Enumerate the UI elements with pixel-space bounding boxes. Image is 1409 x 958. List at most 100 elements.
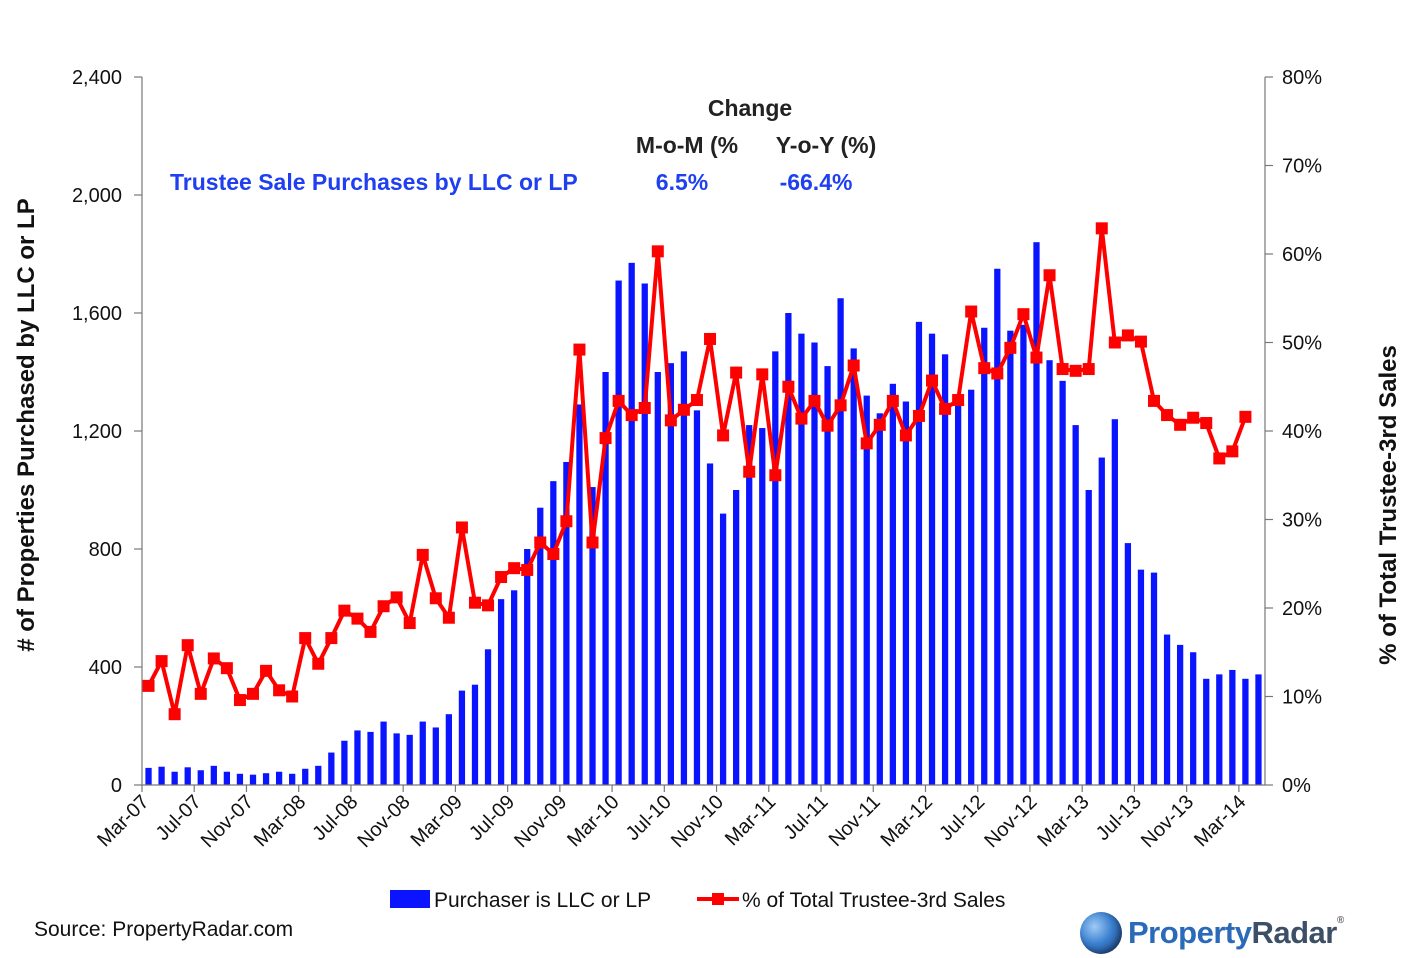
bar	[811, 342, 818, 785]
bar	[798, 333, 805, 785]
bar	[249, 774, 257, 785]
brand-trademark: ®	[1336, 915, 1344, 926]
bar	[445, 714, 453, 785]
bar	[1033, 242, 1040, 785]
pct-marker	[233, 694, 246, 707]
bar	[1111, 419, 1118, 785]
bar	[184, 767, 191, 785]
bar	[1020, 324, 1027, 785]
y-right-tick-label: 70%	[1282, 156, 1322, 178]
pct-marker	[207, 652, 220, 665]
bar	[393, 733, 400, 785]
bar	[1137, 569, 1145, 785]
pct-marker	[168, 708, 181, 721]
globe-logo-icon	[1080, 912, 1122, 954]
pct-marker	[403, 617, 416, 630]
pct-marker	[429, 592, 442, 605]
bar	[759, 428, 766, 785]
pct-marker	[142, 679, 155, 692]
annotation-header: Change	[708, 95, 792, 121]
pct-marker	[1121, 329, 1134, 342]
pct-marker	[1069, 364, 1082, 377]
x-tick-label: Nov-07	[197, 791, 258, 852]
bar	[158, 766, 165, 785]
y-right-tick-label: 60%	[1282, 244, 1322, 266]
y-left-tick-label: 2,400	[72, 67, 122, 89]
pct-marker	[560, 515, 573, 528]
bar	[602, 372, 609, 785]
bar	[289, 773, 296, 785]
source-note: Source: PropertyRadar.com	[34, 918, 294, 941]
x-tick-label: Mar-09	[407, 791, 467, 851]
pct-marker	[834, 399, 847, 412]
bar	[654, 372, 661, 785]
bar	[706, 463, 714, 785]
pct-marker	[468, 596, 481, 609]
y-left-tick-label: 0	[111, 775, 122, 797]
bar	[341, 740, 348, 785]
bar	[1176, 644, 1184, 785]
bar	[550, 481, 557, 785]
pct-marker	[573, 343, 586, 356]
pct-marker	[756, 368, 769, 381]
bar	[968, 389, 975, 785]
bar	[1255, 674, 1262, 785]
brand-logo: PropertyRadar®	[1080, 910, 1344, 956]
bar	[262, 773, 270, 785]
bar	[941, 354, 949, 785]
bar	[1098, 457, 1105, 785]
y-axis-left-title: # of Properties Purchased by LLC or LP	[13, 198, 40, 651]
pct-marker	[704, 332, 717, 345]
pct-marker	[952, 394, 965, 407]
bar	[628, 262, 635, 786]
pct-marker	[390, 591, 403, 604]
pct-marker	[638, 401, 651, 414]
bar	[1007, 330, 1014, 785]
x-tick-label: Mar-07	[93, 791, 153, 851]
pct-marker	[821, 419, 834, 432]
bar	[1072, 425, 1079, 785]
bar	[236, 773, 244, 785]
annotation-mom-value: 6.5%	[656, 169, 708, 195]
bar	[680, 351, 688, 785]
bar	[1216, 674, 1223, 785]
pct-marker	[246, 687, 259, 700]
bar	[484, 649, 492, 785]
bar	[837, 298, 844, 785]
pct-marker	[690, 394, 703, 407]
pct-marker	[939, 402, 952, 415]
pct-marker	[220, 662, 233, 675]
pct-marker	[1004, 341, 1017, 354]
pct-marker	[991, 367, 1004, 380]
bar	[471, 684, 479, 785]
bar	[1242, 678, 1249, 785]
bar	[889, 383, 896, 785]
pct-marker	[1239, 410, 1252, 423]
pct-marker	[273, 684, 286, 697]
bar	[863, 395, 870, 785]
pct-marker	[1148, 394, 1161, 407]
bar	[1150, 572, 1158, 785]
bar	[954, 395, 962, 785]
line-series-pct	[142, 222, 1252, 721]
bar	[432, 727, 439, 785]
pct-marker	[534, 536, 547, 549]
annotation-yoy-header: Y-o-Y (%)	[776, 132, 877, 158]
bar	[458, 690, 466, 785]
bar	[1190, 652, 1197, 785]
pct-marker	[377, 600, 390, 613]
y-left-tick-label: 1,200	[72, 421, 122, 443]
bar	[746, 425, 753, 785]
change-annotation: Change M-o-M (% Y-o-Y (%) Trustee Sale P…	[170, 95, 876, 195]
bar	[824, 366, 831, 785]
pct-marker	[364, 625, 377, 638]
pct-marker	[1161, 409, 1174, 422]
y-left-tick-label: 2,000	[72, 185, 122, 207]
bar	[537, 507, 544, 785]
bar	[719, 513, 727, 785]
pct-marker	[625, 409, 638, 422]
y-right-tick-label: 30%	[1282, 510, 1322, 532]
bar	[328, 752, 335, 785]
x-tick-label: Mar-12	[877, 791, 937, 851]
legend-label-bar: Purchaser is LLC or LP	[434, 889, 651, 912]
